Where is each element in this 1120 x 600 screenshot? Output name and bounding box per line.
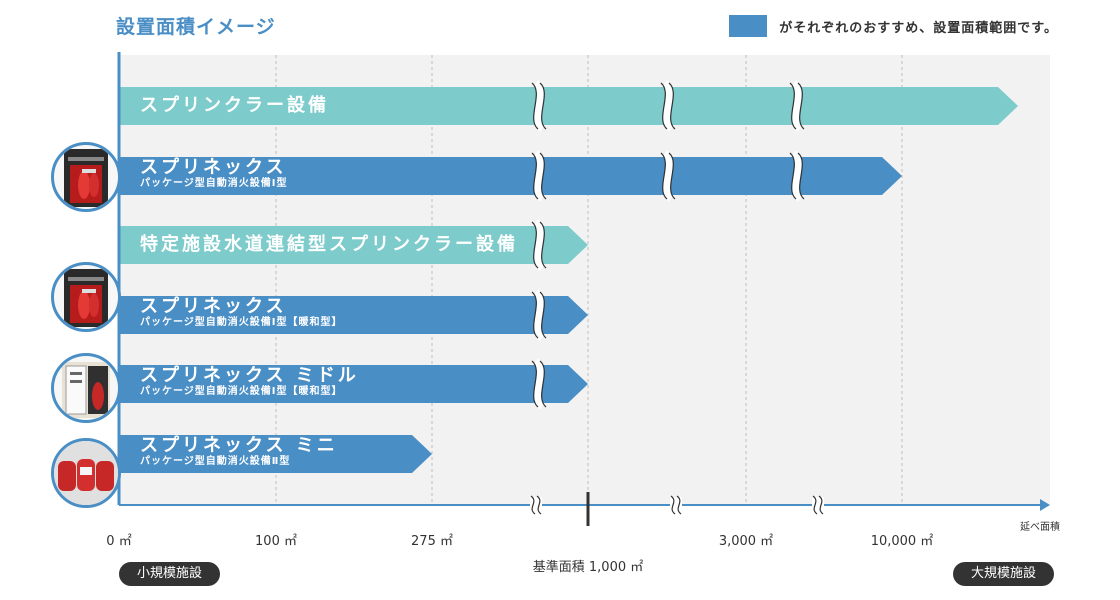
- sprinex-product-image: [51, 142, 121, 212]
- sprinex-warm-product-image: [51, 262, 121, 332]
- bar-2: [119, 226, 588, 264]
- bar-0-break-gap-1: [662, 80, 674, 132]
- bar-sub-5: パッケージ型自動消火設備Ⅱ型: [140, 456, 291, 467]
- bar-4-break-line-a-0: [531, 360, 539, 408]
- axis-break-line-a-1: [670, 495, 676, 515]
- bar-2-break-line-a-0: [531, 221, 539, 269]
- bar-1: [119, 157, 902, 195]
- bar-0-break-line-b-1: [668, 82, 676, 130]
- axis-break-gap-0: [530, 497, 542, 513]
- bar-1-break-line-b-2: [797, 152, 805, 200]
- legend-swatch: [729, 15, 768, 37]
- bar-3-break-line-b-0: [539, 291, 547, 339]
- x-axis-arrow: [1040, 499, 1050, 511]
- bar-0-break-line-b-2: [797, 82, 805, 130]
- bar-sub-3: パッケージ型自動消火設備Ⅰ型【暖和型】: [140, 317, 343, 328]
- bar-label-4: スプリネックス ミドル パッケージ型自動消火設備Ⅰ型【暖和型】: [140, 366, 359, 398]
- x-axis-label: 延べ面積: [1020, 522, 1060, 533]
- legend: がそれぞれのおすすめ、設置面積範囲です。: [729, 14, 1058, 38]
- bar-sub-1: パッケージ型自動消火設備Ⅰ型: [140, 178, 288, 189]
- bar-1-break-line-a-2: [789, 152, 797, 200]
- bar-1-break-line-b-1: [668, 152, 676, 200]
- bar-4-break-line-b-0: [539, 360, 547, 408]
- tick-label-0: 0 ㎡: [106, 534, 132, 549]
- bar-name-1: スプリネックス: [140, 157, 287, 178]
- bar-1-break-line-a-1: [660, 152, 668, 200]
- large-facility-badge: 大規模施設: [952, 562, 1054, 586]
- bar-1-break-line-a-0: [531, 152, 539, 200]
- tick-label-10000: 10,000 ㎡: [870, 534, 934, 549]
- bar-name-2: 特定施設水道連結型スプリンクラー設備: [140, 234, 518, 255]
- bar-0-break-line-a-2: [789, 82, 797, 130]
- bar-label-0: スプリンクラー設備: [140, 96, 329, 116]
- bar-label-5: スプリネックス ミニ パッケージ型自動消火設備Ⅱ型: [140, 436, 338, 468]
- bar-0-break-line-a-0: [531, 82, 539, 130]
- bar-1-break-line-b-0: [539, 152, 547, 200]
- axis-break-gap-2: [812, 497, 824, 513]
- chart-title: 設置面積イメージ: [116, 16, 276, 38]
- axis-break-line-b-2: [818, 495, 824, 515]
- axis-break-line-a-2: [812, 495, 818, 515]
- bar-label-1: スプリネックス パッケージ型自動消火設備Ⅰ型: [140, 158, 288, 190]
- legend-text: がそれぞれのおすすめ、設置面積範囲です。: [779, 20, 1058, 36]
- bar-name-0: スプリンクラー設備: [140, 95, 329, 116]
- small-facility-badge: 小規模施設: [119, 562, 221, 586]
- bar-0-break-gap-2: [791, 80, 803, 132]
- bar-2-break-line-b-0: [539, 221, 547, 269]
- bar-label-3: スプリネックス パッケージ型自動消火設備Ⅰ型【暖和型】: [140, 297, 343, 329]
- bar-0-break-line-a-1: [660, 82, 668, 130]
- bar-1-break-gap-1: [662, 150, 674, 202]
- bar-2-break-gap-0: [533, 219, 545, 271]
- bar-name-3: スプリネックス: [140, 296, 287, 317]
- axis-break-gap-1: [670, 497, 682, 513]
- axis-break-line-b-1: [676, 495, 682, 515]
- sprinex-middle-product-image: [51, 353, 121, 423]
- bar-name-4: スプリネックス ミドル: [140, 365, 359, 386]
- bar-0-break-gap-0: [533, 80, 545, 132]
- bar-4-break-gap-0: [533, 358, 545, 410]
- tick-label-100: 100 ㎡: [255, 534, 297, 549]
- axes: [117, 52, 1050, 526]
- bar-3-break-gap-0: [533, 289, 545, 341]
- bars: [119, 80, 1018, 473]
- plot-background: [118, 55, 1050, 505]
- bar-3: [119, 296, 588, 334]
- bar-1-break-gap-2: [791, 150, 803, 202]
- bar-4: [119, 365, 588, 403]
- bar-sub-4: パッケージ型自動消火設備Ⅰ型【暖和型】: [140, 386, 343, 397]
- bar-1-break-gap-0: [533, 150, 545, 202]
- bar-0-break-line-b-0: [539, 82, 547, 130]
- bar-label-2: 特定施設水道連結型スプリンクラー設備: [140, 235, 518, 255]
- bar-3-break-line-a-0: [531, 291, 539, 339]
- sprinex-mini-product-image: [51, 438, 121, 508]
- tick-label-3000: 3,000 ㎡: [718, 534, 774, 549]
- reference-area-label: 基準面積 1,000 ㎡: [532, 560, 644, 575]
- tick-label-275: 275 ㎡: [411, 534, 453, 549]
- axis-break-line-a-0: [530, 495, 536, 515]
- gridlines: [275, 55, 903, 505]
- bar-name-5: スプリネックス ミニ: [140, 435, 338, 456]
- axis-break-line-b-0: [536, 495, 542, 515]
- bar-5: [119, 435, 432, 473]
